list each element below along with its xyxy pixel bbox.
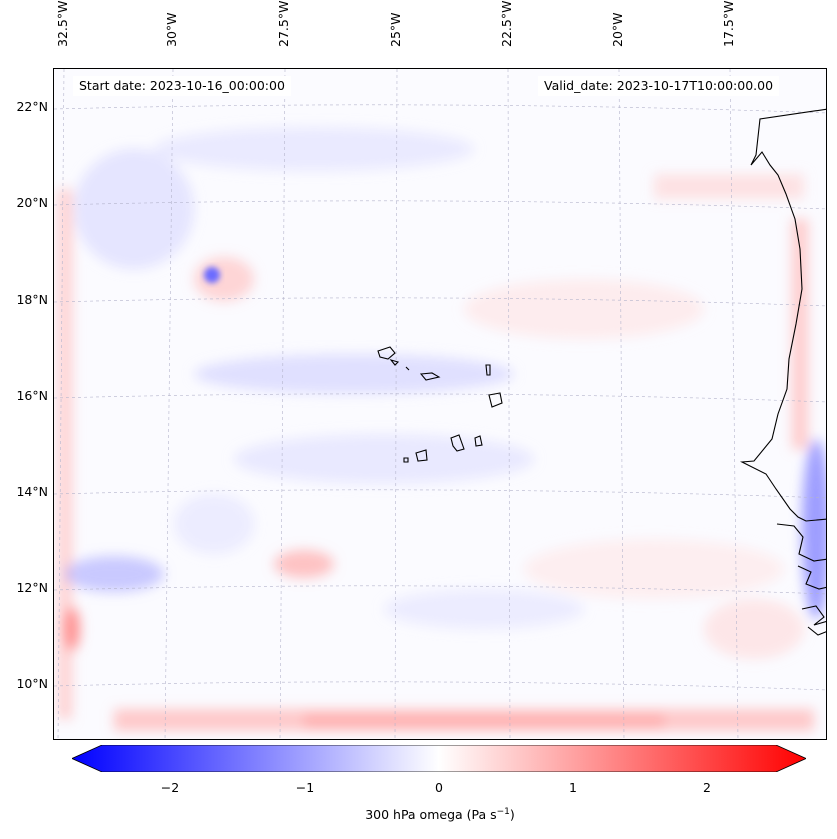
lat-gridline <box>54 200 826 210</box>
colorbar-label-0: 0 <box>435 780 443 795</box>
lat-gridline <box>54 393 826 403</box>
lat-label-18n: 18°N <box>16 292 48 307</box>
lat-gridline <box>54 297 826 307</box>
island-brava <box>403 457 409 463</box>
start-date-label: Start date: 2023-10-16_00:00:00 <box>73 76 291 96</box>
lat-label-20n: 20°N <box>16 195 48 210</box>
omega-blob <box>464 279 704 339</box>
island-boa-vista <box>488 392 503 408</box>
coast-detail <box>807 626 826 636</box>
coast-detail <box>801 605 826 626</box>
lon-gridline <box>618 69 625 739</box>
colorbar-label-minus1: −1 <box>295 780 315 795</box>
omega-blob <box>64 607 80 651</box>
coast-detail <box>776 523 826 562</box>
map-canvas <box>54 69 826 739</box>
island-fogo <box>415 449 428 462</box>
omega-blob <box>204 267 220 283</box>
omega-blob <box>802 439 826 619</box>
lon-gridline <box>507 69 511 739</box>
omega-blob <box>274 550 334 578</box>
lon-label-27.5w: 27.5°W <box>276 0 291 47</box>
lon-label-32.5w: 32.5°W <box>55 0 70 47</box>
island-santiago <box>450 434 465 452</box>
colorbar-label-1: 1 <box>569 780 577 795</box>
omega-blob <box>194 257 254 301</box>
colorbar-title-exponent: −1 <box>496 807 510 817</box>
graticule <box>54 69 826 739</box>
colorbar-title: 300 hPa omega (Pa s−1) <box>365 807 515 822</box>
island-sao-nicolau <box>419 372 441 381</box>
west-africa-coast <box>739 108 826 522</box>
omega-blob <box>304 714 664 728</box>
lon-label-20w: 20°W <box>610 12 625 47</box>
omega-blob <box>234 434 534 484</box>
lat-label-14n: 14°N <box>16 484 48 499</box>
omega-blob <box>792 219 808 449</box>
lat-gridline <box>54 104 826 114</box>
lon-gridline <box>57 69 65 739</box>
lon-label-22.5w: 22.5°W <box>499 0 514 47</box>
lon-gridline <box>394 69 398 739</box>
colorbar <box>72 745 806 772</box>
omega-blob <box>704 599 804 659</box>
omega-blob <box>524 539 784 599</box>
coast-detail <box>797 565 826 590</box>
omega-field <box>58 127 826 731</box>
omega-blob <box>74 149 194 269</box>
lat-label-12n: 12°N <box>16 580 48 595</box>
lon-label-25w: 25°W <box>388 12 403 47</box>
island-maio <box>474 435 483 447</box>
island-sao-vicente <box>389 358 400 366</box>
lat-gridline <box>54 681 826 691</box>
lat-label-22n: 22°N <box>16 99 48 114</box>
colorbar-label-2: 2 <box>703 780 711 795</box>
island-sal <box>485 364 491 376</box>
omega-blob <box>154 127 474 171</box>
coastline <box>377 108 826 636</box>
omega-blob <box>654 174 804 199</box>
omega-blob <box>174 494 254 554</box>
omega-blob <box>384 589 584 629</box>
island-santo-antao <box>377 346 396 360</box>
valid-date-label: Valid_date: 2023-10-17T10:00:00.00 <box>538 76 780 96</box>
map-panel[interactable] <box>53 68 827 740</box>
omega-blob <box>194 354 514 394</box>
island-santa-luzia <box>405 366 410 371</box>
lat-label-16n: 16°N <box>16 388 48 403</box>
colorbar-body <box>72 745 806 772</box>
colorbar-label-minus2: −2 <box>160 780 180 795</box>
colorbar-title-suffix: ) <box>509 807 515 823</box>
omega-blob <box>64 556 164 592</box>
lon-gridline <box>729 69 739 739</box>
colorbar-title-prefix: 300 hPa omega (Pa s <box>365 807 497 823</box>
lon-gridline <box>164 69 174 739</box>
lat-label-10n: 10°N <box>16 676 48 691</box>
lon-label-30w: 30°W <box>164 12 179 47</box>
lat-gridline <box>54 489 826 499</box>
lat-gridline <box>54 585 826 595</box>
lon-gridline <box>279 69 286 739</box>
lon-label-17.5w: 17.5°W <box>721 0 736 47</box>
